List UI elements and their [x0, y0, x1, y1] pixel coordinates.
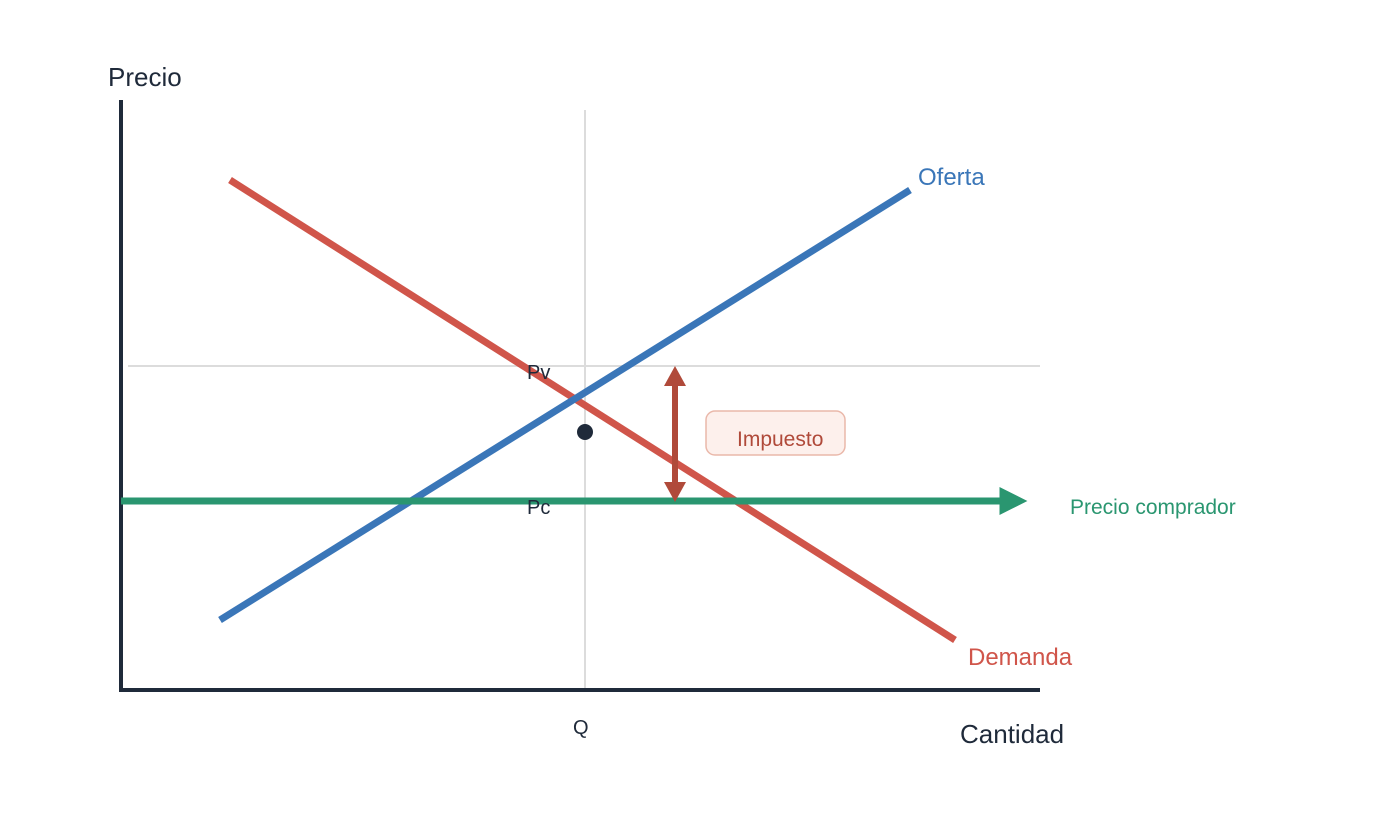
quantity-tick-label: Q	[573, 717, 589, 739]
tax-arrow	[664, 366, 686, 502]
supply-curve	[218, 187, 912, 623]
equilibrium-point	[577, 424, 593, 440]
buyer-price-tick-label: Pc	[527, 497, 550, 519]
seller-price-tick-label: Pv	[527, 362, 550, 384]
demand-label: Demanda	[968, 644, 1073, 671]
tax-label-box	[705, 410, 846, 456]
supply-label: Oferta	[918, 164, 985, 191]
buyer-price-label: Precio comprador	[1070, 496, 1236, 519]
tax-label: Impuesto	[737, 428, 823, 451]
x-axis-title: Cantidad	[960, 719, 1064, 749]
y-axis-title: Precio	[108, 62, 182, 92]
demand-curve	[228, 177, 957, 643]
